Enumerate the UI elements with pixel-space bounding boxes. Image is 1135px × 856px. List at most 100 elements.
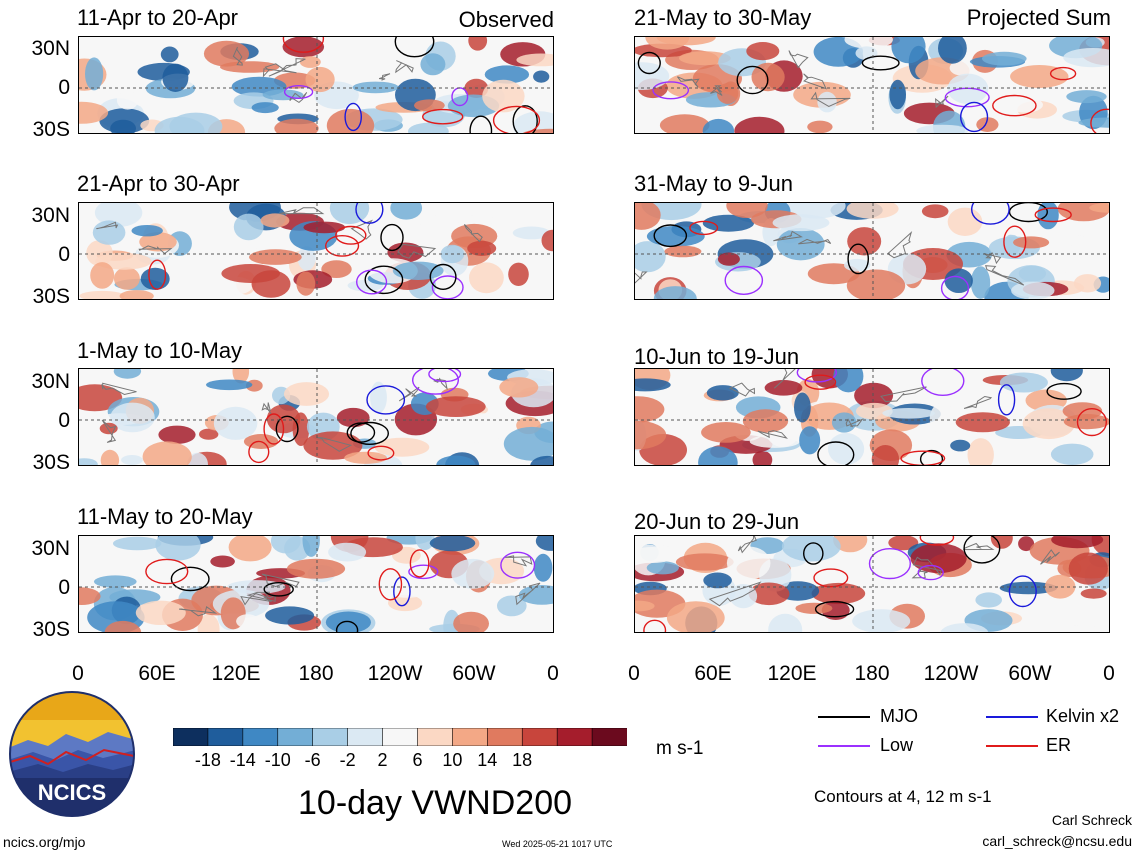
shading-blob [844, 37, 893, 49]
shading-blob [828, 433, 865, 465]
colorbar-swatch [207, 728, 244, 746]
lon-label: 0 [1103, 662, 1115, 685]
contour-line [724, 265, 764, 295]
shading-blob [916, 124, 969, 133]
map-panel [634, 202, 1110, 300]
shading-blob [1065, 235, 1093, 247]
lon-label: 0 [547, 662, 559, 685]
shading-blob [1050, 369, 1083, 382]
shading-blob [635, 396, 665, 423]
shading-blob [749, 434, 800, 448]
shading-blob [199, 428, 219, 440]
contour-line [283, 85, 314, 100]
shading-blob [910, 543, 967, 574]
lon-label: 60W [1008, 662, 1052, 685]
contour-line [335, 225, 367, 245]
contour-line [917, 564, 944, 581]
shading-blob [955, 412, 1010, 433]
shading-blob [1018, 536, 1035, 552]
contour-line [940, 275, 970, 299]
colorbar-tick-label: -14 [229, 750, 256, 770]
shading-blob [113, 267, 140, 290]
shading-blob [1066, 90, 1107, 104]
coastline [463, 224, 483, 243]
lat-label-0: 0 [58, 243, 70, 266]
shading-blob [950, 439, 971, 452]
coastline [710, 85, 723, 96]
coastline [279, 207, 325, 215]
colorbar-swatch [277, 728, 314, 746]
shading-blob [292, 412, 310, 446]
shading-blob [469, 262, 504, 294]
contour-line [356, 269, 388, 295]
shading-blob [852, 609, 911, 632]
contour-line [148, 259, 167, 290]
shading-blob [967, 438, 994, 465]
shading-blob [1010, 65, 1069, 88]
contour-line [325, 235, 360, 257]
coastline [773, 230, 803, 242]
contour-line [512, 105, 538, 133]
lat-label-0: 0 [58, 76, 70, 99]
shading-blob [1050, 443, 1094, 465]
shading-blob [305, 66, 335, 93]
coastline [911, 566, 928, 579]
shading-blob [303, 431, 363, 460]
colorbar-tick-label: 18 [512, 750, 533, 770]
shading-blob [679, 51, 731, 66]
shading-blob [882, 408, 935, 419]
contour-line [963, 536, 1001, 564]
lat-label-30n: 30N [31, 537, 70, 560]
shading-blob [516, 53, 553, 67]
shading-blob [659, 114, 710, 133]
contour-line [919, 449, 944, 465]
shading-blob [701, 422, 751, 443]
shading-blob [742, 409, 789, 433]
shading-blob [408, 122, 449, 133]
shading-blob [455, 413, 507, 443]
shading-blob [726, 203, 768, 218]
shading-blob [635, 241, 666, 273]
shading-blob [833, 369, 864, 393]
colorbar-swatch [487, 728, 524, 746]
shading-blob [228, 536, 272, 562]
credit-email[interactable]: carl_schreck@ncsu.edu [982, 833, 1132, 849]
shading-blob [282, 37, 325, 58]
contour-line [408, 564, 439, 580]
panel-title: 20-Jun to 29-Jun [634, 509, 800, 534]
contour-line [1008, 575, 1037, 608]
shading-blob [260, 213, 290, 228]
colorbar-swatch [242, 728, 279, 746]
shading-blob [425, 396, 486, 417]
colorbar-swatch [312, 728, 349, 746]
coastline [433, 377, 448, 391]
shading-blob [746, 42, 780, 61]
shading-blob [855, 402, 893, 420]
coastline [515, 582, 541, 606]
contour-line [736, 65, 769, 95]
shading-blob [846, 269, 906, 299]
legend-label-kelvin: Kelvin x2 [1046, 706, 1120, 726]
shading-blob [79, 290, 125, 299]
shading-blob [210, 555, 235, 568]
shading-blob [702, 118, 735, 133]
shading-blob [541, 229, 553, 252]
contour-line [796, 369, 837, 383]
shading-blob [158, 425, 196, 444]
map-panel [78, 202, 554, 300]
shading-blob [726, 546, 771, 580]
shading-blob [1053, 625, 1104, 632]
contour-line [412, 369, 459, 395]
shading-blob [1022, 408, 1075, 440]
shading-blob [949, 60, 974, 76]
shading-blob [794, 392, 811, 423]
contour-line [364, 265, 404, 295]
lon-label: 180 [854, 662, 890, 685]
shading-blob [104, 620, 142, 632]
shading-blob [635, 378, 671, 392]
shading-blob [303, 221, 346, 234]
footer-url[interactable]: ncics.org/mjo [3, 834, 86, 850]
coastline [984, 265, 1025, 286]
coastline [101, 419, 117, 443]
lon-label: 60E [694, 662, 732, 685]
